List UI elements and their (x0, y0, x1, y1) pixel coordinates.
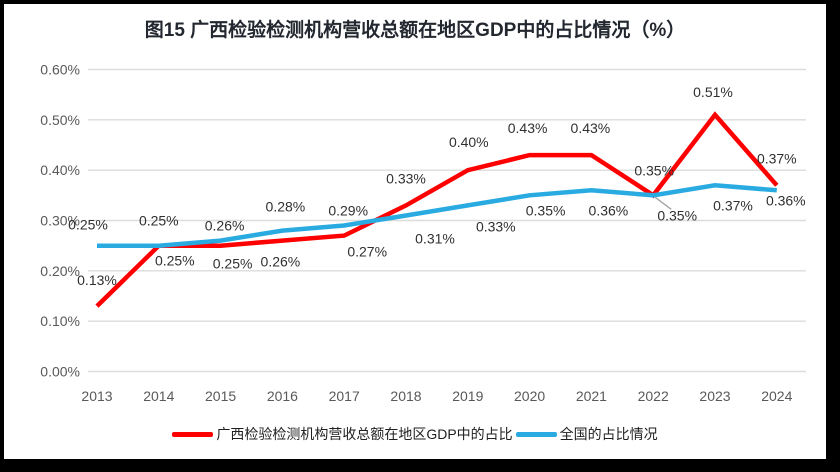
legend: 广西检验检测机构营收总额在地区GDP中的占比 全国的占比情况 (4, 424, 826, 444)
legend-swatch-guangxi-line (172, 431, 214, 437)
chart-canvas: 图15 广西检验检测机构营收总额在地区GDP中的占比情况（%） 广西检验检测机构… (4, 4, 826, 459)
legend-swatch-national-line (515, 431, 557, 437)
legend-label-guangxi: 广西检验检测机构营收总额在地区GDP中的占比 (216, 426, 513, 442)
legend-label-national: 全国的占比情况 (559, 426, 658, 442)
chart-title: 图15 广西检验检测机构营收总额在地区GDP中的占比情况（%） (144, 20, 686, 41)
